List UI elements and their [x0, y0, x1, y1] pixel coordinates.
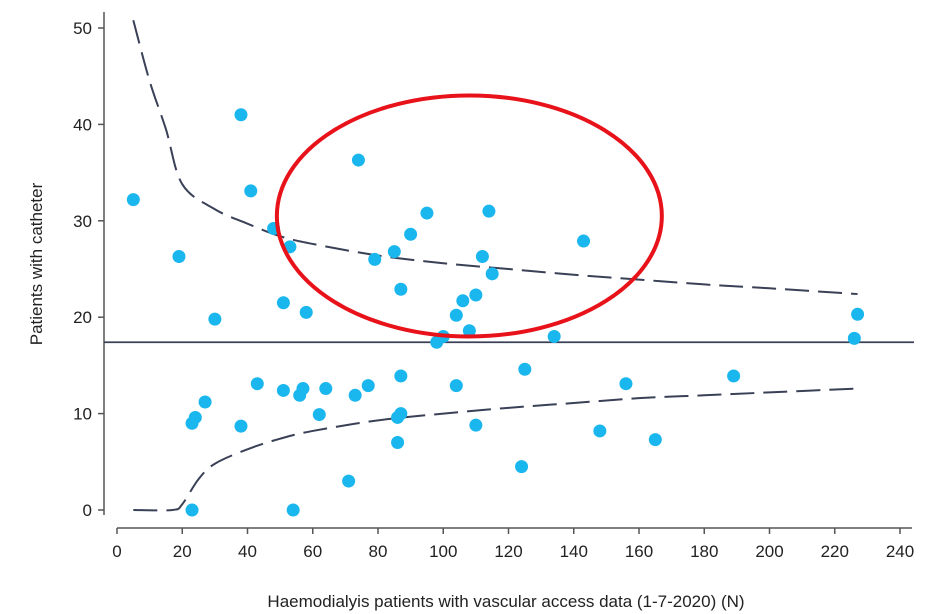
x-tick-label: 160 [625, 542, 653, 561]
data-point [577, 234, 591, 248]
axes: 0 10 20 30 40 50 0 20 40 60 80 100 120 140 160 180 200 2… [73, 12, 914, 561]
x-tick-label: 20 [173, 542, 192, 561]
data-point [312, 408, 326, 422]
x-ticks: 0 20 40 60 80 100 120 140 160 180 200 220 240 [112, 528, 914, 561]
data-point [188, 410, 202, 424]
data-point [547, 329, 561, 343]
data-point [420, 206, 434, 220]
data-point [391, 436, 405, 450]
data-point [518, 362, 532, 376]
x-tick-label: 200 [755, 542, 783, 561]
data-point [234, 108, 248, 122]
data-point [485, 267, 499, 281]
data-point [387, 245, 401, 259]
data-point [404, 227, 418, 241]
highlight-ellipse [274, 93, 664, 339]
x-tick-label: 180 [690, 542, 718, 561]
data-point [319, 382, 333, 396]
data-point [619, 377, 633, 391]
data-point [469, 288, 483, 302]
data-point [449, 308, 463, 322]
data-point [515, 460, 529, 474]
x-tick-label: 140 [560, 542, 588, 561]
x-tick-label: 240 [886, 542, 914, 561]
y-tick-label: 50 [73, 19, 92, 38]
data-point [449, 379, 463, 393]
y-tick-label: 20 [73, 308, 92, 327]
data-point [286, 503, 300, 517]
x-axis-title: Haemodialyis patients with vascular acce… [267, 592, 744, 611]
data-point [361, 379, 375, 393]
data-point [456, 294, 470, 308]
y-tick-label: 40 [73, 115, 92, 134]
data-point [368, 252, 382, 266]
x-tick-label: 0 [112, 542, 121, 561]
data-point [244, 184, 258, 198]
data-point [342, 474, 356, 488]
data-point [126, 193, 140, 207]
data-point [299, 305, 313, 319]
data-point [851, 307, 865, 321]
data-point [648, 433, 662, 447]
y-axis-title: Patients with catheter [27, 182, 46, 345]
data-point [394, 369, 408, 383]
x-tick-label: 100 [429, 542, 457, 561]
data-point [250, 377, 264, 391]
data-point [208, 312, 222, 326]
y-tick-label: 10 [73, 405, 92, 424]
data-point [394, 282, 408, 296]
data-point [276, 383, 290, 397]
upper-control-limit [132, 20, 858, 296]
x-tick-label: 80 [369, 542, 388, 561]
y-tick-label: 30 [73, 212, 92, 231]
y-tick-label: 0 [83, 501, 92, 520]
data-point [198, 395, 212, 409]
data-point [296, 382, 310, 396]
data-point [475, 249, 489, 263]
lower-control-limit [133, 387, 858, 512]
data-point [394, 407, 408, 421]
data-point [172, 249, 186, 263]
data-point [847, 331, 861, 345]
y-ticks: 0 10 20 30 40 50 [73, 19, 104, 520]
data-point [469, 418, 483, 432]
data-points [126, 108, 865, 517]
x-tick-label: 40 [238, 542, 257, 561]
x-tick-label: 120 [494, 542, 522, 561]
reference-lines [104, 20, 914, 512]
data-point [351, 153, 365, 167]
x-tick-label: 60 [303, 542, 322, 561]
data-point [462, 324, 476, 338]
data-point [727, 369, 741, 383]
x-tick-label: 220 [821, 542, 849, 561]
data-point [185, 503, 199, 517]
data-point [482, 204, 496, 218]
data-point [276, 296, 290, 310]
data-point [593, 424, 607, 438]
data-point [234, 419, 248, 433]
data-point [348, 388, 362, 402]
